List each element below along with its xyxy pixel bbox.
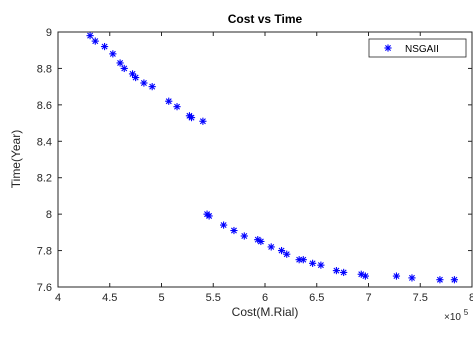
data-point (450, 276, 459, 284)
x-tick-label: 8 (469, 292, 473, 304)
data-point (199, 117, 207, 125)
marker-stroke (241, 233, 248, 239)
data-point (277, 246, 286, 255)
marker-stroke (309, 260, 316, 267)
y-tick-label: 8 (46, 209, 52, 221)
data-point (283, 250, 291, 258)
data-point (148, 83, 156, 91)
marker-stroke (268, 243, 275, 250)
x-tick-label: 4 (55, 292, 61, 304)
data-point (220, 221, 228, 229)
marker-stroke (165, 98, 172, 105)
x-tick-label: 5 (158, 292, 164, 304)
data-point (408, 274, 416, 282)
data-point (392, 272, 401, 280)
marker-stroke (174, 103, 181, 110)
marker-stroke (362, 273, 369, 280)
data-point (240, 232, 248, 240)
y-tick-label: 8.6 (37, 100, 52, 112)
legend-marker-icon (384, 44, 392, 52)
chart-title: Cost vs Time (228, 12, 303, 26)
y-tick-label: 8.8 (37, 63, 52, 75)
marker-stroke (278, 247, 285, 254)
x-tick-label: 7 (365, 292, 371, 304)
marker-stroke (451, 276, 458, 283)
data-point (257, 237, 265, 246)
data-point (116, 59, 124, 67)
data-point (436, 276, 444, 284)
marker-stroke (300, 256, 307, 263)
marker-stroke (140, 80, 147, 86)
marker-stroke (230, 227, 237, 234)
marker-stroke (92, 38, 99, 45)
data-point (86, 32, 94, 40)
marker-stroke (199, 118, 206, 125)
plot-area (57, 31, 473, 288)
marker-stroke (220, 222, 227, 229)
marker-stroke (358, 271, 365, 278)
x-axis-exponent-base: ×10 (444, 312, 461, 323)
data-point (140, 79, 148, 87)
marker-stroke (393, 273, 400, 280)
y-tick-label: 9 (46, 27, 52, 39)
marker-stroke (109, 50, 116, 57)
data-point (187, 114, 196, 122)
data-point (132, 73, 140, 82)
marker-stroke (121, 65, 128, 72)
x-axis-label: Cost(M.Rial) (232, 305, 299, 319)
x-tick-label: 4.5 (102, 292, 117, 304)
data-point (309, 259, 317, 267)
x-tick-label: 6 (262, 292, 268, 304)
marker-stroke (117, 59, 124, 66)
data-point (91, 37, 99, 45)
marker-stroke (408, 274, 415, 281)
data-point (340, 268, 348, 277)
legend-box (368, 38, 467, 58)
legend: NSGAII (368, 38, 467, 58)
x-axis-exponent: ×10 5 (444, 308, 469, 323)
data-point (361, 272, 369, 280)
y-tick-label: 8.2 (37, 173, 52, 185)
x-tick-label: 6.5 (309, 292, 324, 304)
marker-stroke (436, 276, 443, 283)
data-point (205, 212, 213, 220)
x-tick-label: 7.5 (413, 292, 428, 304)
y-tick-label: 7.6 (37, 282, 52, 294)
data-point (317, 261, 325, 269)
data-point (267, 243, 275, 251)
data-point (173, 103, 181, 111)
data-point (120, 64, 128, 73)
data-point (230, 226, 238, 235)
marker-stroke (87, 32, 94, 39)
y-tick-label: 7.8 (37, 246, 52, 258)
data-point (165, 97, 173, 105)
marker-stroke (101, 43, 108, 50)
nsgaii-series (86, 32, 459, 284)
marker-stroke (283, 251, 290, 258)
marker-stroke (132, 74, 139, 81)
data-point (299, 256, 307, 264)
y-axis-ticks: 7.6 7.8 8 8.2 8.4 8.6 8.8 9 (37, 27, 472, 294)
x-tick-label: 5.5 (206, 292, 221, 304)
marker-stroke (333, 267, 340, 274)
marker-stroke (149, 83, 156, 90)
marker-stroke (206, 212, 213, 219)
y-axis-label: Time(Year) (9, 130, 23, 188)
marker-stroke (188, 114, 195, 121)
marker-stroke (340, 269, 347, 276)
marker-stroke (257, 238, 264, 245)
data-point (100, 42, 109, 51)
marker-stroke (385, 45, 391, 51)
marker-stroke (317, 262, 324, 269)
data-point (109, 50, 117, 58)
y-tick-label: 8.4 (37, 136, 52, 148)
x-axis-ticks: 4 4.5 5 5.5 6 6.5 7 7.5 8 (55, 32, 473, 304)
marker-stroke (129, 70, 136, 77)
x-axis-exponent-power: 5 (464, 308, 469, 317)
data-point (332, 267, 341, 275)
legend-label-nsgaii: NSGAII (405, 44, 439, 55)
legend-marker-star (384, 44, 392, 52)
marker-stroke (254, 236, 261, 243)
